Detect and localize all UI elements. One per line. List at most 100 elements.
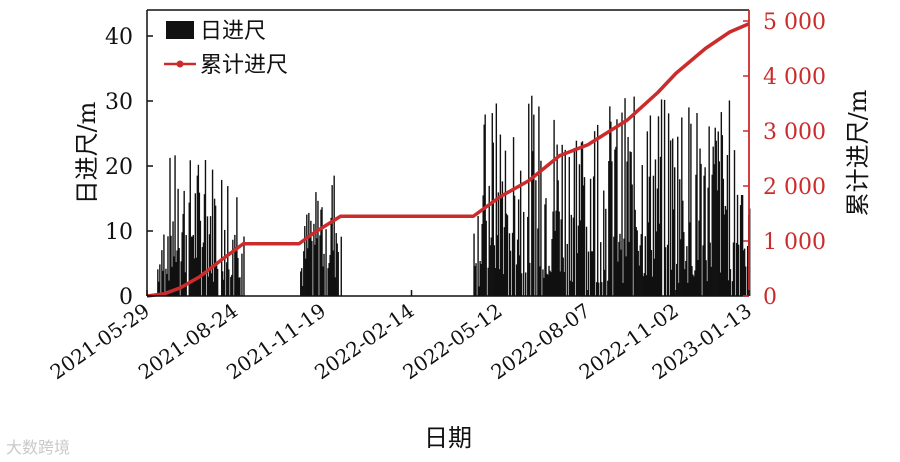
daily-bar <box>551 238 553 296</box>
daily-bar <box>163 234 165 296</box>
daily-bar <box>707 187 709 296</box>
daily-bar <box>192 234 195 296</box>
daily-bar <box>550 272 552 296</box>
daily-bar <box>579 220 582 296</box>
daily-bar <box>651 276 654 296</box>
daily-bar <box>690 123 692 297</box>
daily-bar <box>528 103 530 297</box>
daily-bar <box>629 151 631 296</box>
daily-bar <box>331 185 333 296</box>
daily-bar <box>189 160 191 296</box>
daily-bar <box>702 245 704 296</box>
daily-bar <box>671 138 674 296</box>
daily-bar <box>740 195 743 296</box>
left-tick-label: 40 <box>105 25 133 50</box>
left-tick-label: 30 <box>105 90 133 115</box>
daily-bar <box>188 202 190 296</box>
daily-bar <box>573 147 576 296</box>
daily-bar <box>525 272 527 296</box>
daily-bar <box>688 107 690 297</box>
daily-bar <box>214 205 217 296</box>
daily-bar <box>501 181 504 296</box>
daily-bar <box>721 135 724 296</box>
right-tick-label: 4 000 <box>763 65 826 90</box>
legend-line-marker <box>176 60 184 68</box>
daily-bar <box>172 221 174 296</box>
daily-bar <box>617 261 619 296</box>
daily-bar <box>202 242 205 296</box>
daily-bar <box>650 250 653 296</box>
daily-bar <box>548 265 550 296</box>
daily-bar <box>340 236 342 296</box>
daily-bar <box>333 175 335 296</box>
daily-bar <box>678 282 680 296</box>
daily-bar <box>487 267 489 296</box>
daily-bar <box>216 268 219 296</box>
daily-bar <box>648 176 651 296</box>
daily-bar <box>533 114 535 297</box>
daily-bar <box>199 220 202 296</box>
daily-bar <box>582 185 585 296</box>
daily-bar <box>613 236 615 296</box>
daily-bar <box>531 95 533 296</box>
daily-bar <box>304 226 306 296</box>
daily-bar <box>228 269 230 296</box>
daily-bar <box>227 186 229 296</box>
daily-bar <box>595 282 598 296</box>
daily-bar <box>607 280 609 296</box>
daily-bar <box>169 157 171 296</box>
daily-bar <box>641 165 643 296</box>
daily-bar <box>500 198 503 296</box>
daily-bar <box>193 258 196 296</box>
daily-bar <box>736 194 739 296</box>
axes <box>146 9 750 297</box>
daily-bar <box>212 281 215 296</box>
daily-bar <box>559 271 561 296</box>
daily-bar <box>234 234 236 296</box>
daily-bar <box>680 239 682 296</box>
daily-bar <box>538 106 540 296</box>
daily-bar <box>493 245 496 296</box>
daily-bar <box>601 282 603 296</box>
daily-bar <box>626 161 628 296</box>
daily-bar <box>553 119 555 296</box>
daily-bar <box>564 149 566 296</box>
daily-bar <box>634 209 636 296</box>
daily-bar <box>314 244 316 296</box>
daily-bar <box>737 244 740 296</box>
daily-bar <box>600 242 602 296</box>
daily-bar <box>170 235 172 296</box>
daily-bar <box>540 160 542 296</box>
daily-bar <box>303 251 305 296</box>
daily-bar <box>630 152 632 296</box>
daily-bar <box>549 270 551 296</box>
daily-bar <box>555 210 557 296</box>
daily-bar <box>710 266 712 296</box>
daily-bar <box>204 160 207 296</box>
daily-bar <box>611 161 613 296</box>
daily-bar <box>175 262 177 296</box>
daily-bar <box>654 159 657 296</box>
daily-bar <box>313 223 315 296</box>
daily-bar <box>232 239 234 296</box>
daily-bar <box>300 271 302 296</box>
daily-bar <box>511 232 514 296</box>
daily-bar <box>539 266 541 296</box>
daily-bar <box>505 213 508 296</box>
daily-bar <box>580 142 583 296</box>
daily-bar <box>480 264 482 296</box>
daily-bar <box>743 248 746 296</box>
daily-bar <box>213 198 216 296</box>
daily-bar <box>497 192 500 296</box>
daily-bar <box>178 248 180 296</box>
daily-bar <box>686 246 688 296</box>
daily-bar <box>322 266 324 296</box>
right-axis-title: 累计进尺/m <box>844 89 872 216</box>
daily-bar <box>159 264 161 296</box>
daily-bar <box>557 180 559 296</box>
daily-bar <box>705 260 707 296</box>
daily-bar <box>583 177 586 296</box>
daily-bar <box>590 251 593 296</box>
daily-bar <box>569 280 572 296</box>
daily-bar <box>699 148 701 296</box>
